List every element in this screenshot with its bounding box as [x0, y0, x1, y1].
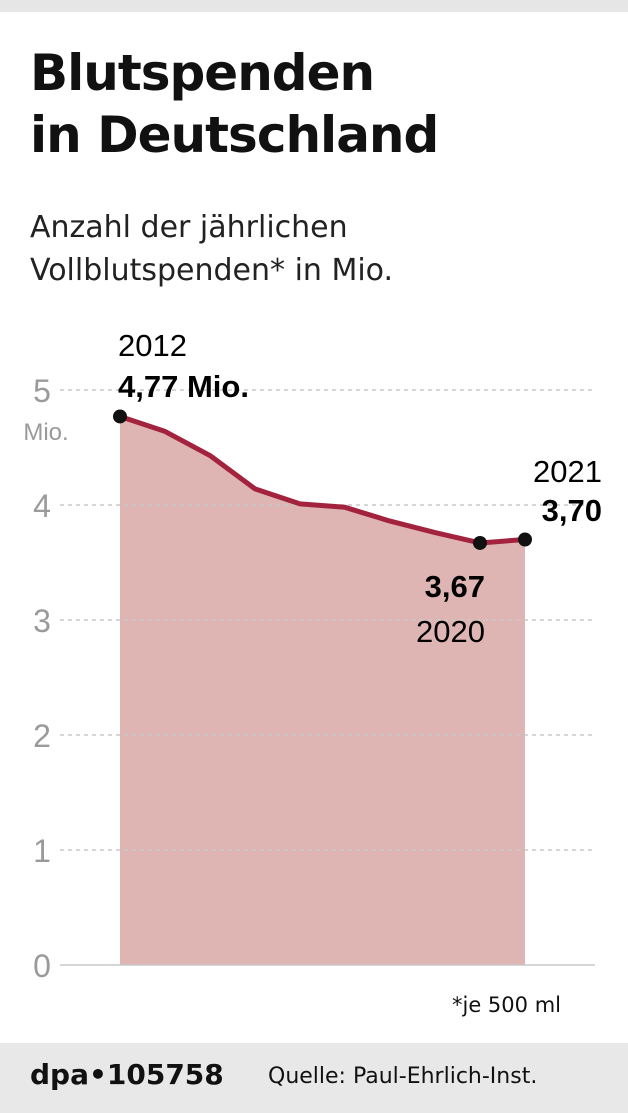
top-bar: [0, 0, 628, 12]
annotation-value-2012: 4,77 Mio.: [118, 369, 249, 404]
area-fill: [120, 416, 525, 965]
subtitle-line-1: Anzahl der jährlichen: [30, 210, 348, 245]
y-tick-label: 3: [33, 603, 51, 639]
title-line-1: Blutspenden: [30, 44, 375, 102]
data-point-2021: [518, 532, 532, 547]
annotation-value-2020: 3,67: [425, 569, 485, 604]
agency-id: dpa•105758: [30, 1058, 224, 1091]
annotation-year-2020: 2020: [416, 614, 485, 649]
y-tick-label: 0: [33, 948, 51, 984]
y-tick-label: 1: [33, 833, 51, 869]
annotation-value-2021: 3,70: [542, 493, 602, 528]
chart-subtitle: Anzahl der jährlichen Vollblutspenden* i…: [30, 206, 393, 292]
data-point-2020: [473, 535, 487, 550]
data-point-2012: [113, 409, 127, 424]
y-tick-label: 5: [33, 373, 51, 409]
y-tick-label: 4: [33, 488, 51, 524]
y-unit-label: Mio.: [23, 419, 68, 446]
footer-bar: [0, 1043, 628, 1113]
chart-title: Blutspenden in Deutschland: [30, 42, 439, 166]
source-label: Quelle: Paul-Ehrlich-Inst.: [268, 1064, 538, 1089]
subtitle-line-2: Vollblutspenden* in Mio.: [30, 253, 394, 288]
y-tick-label: 2: [33, 718, 51, 754]
footnote: *je 500 ml: [452, 993, 561, 1017]
title-line-2: in Deutschland: [30, 106, 439, 164]
annotation-year-2021: 2021: [533, 454, 602, 489]
annotation-year-2012: 2012: [118, 328, 187, 363]
series-line: [119, 414, 526, 546]
